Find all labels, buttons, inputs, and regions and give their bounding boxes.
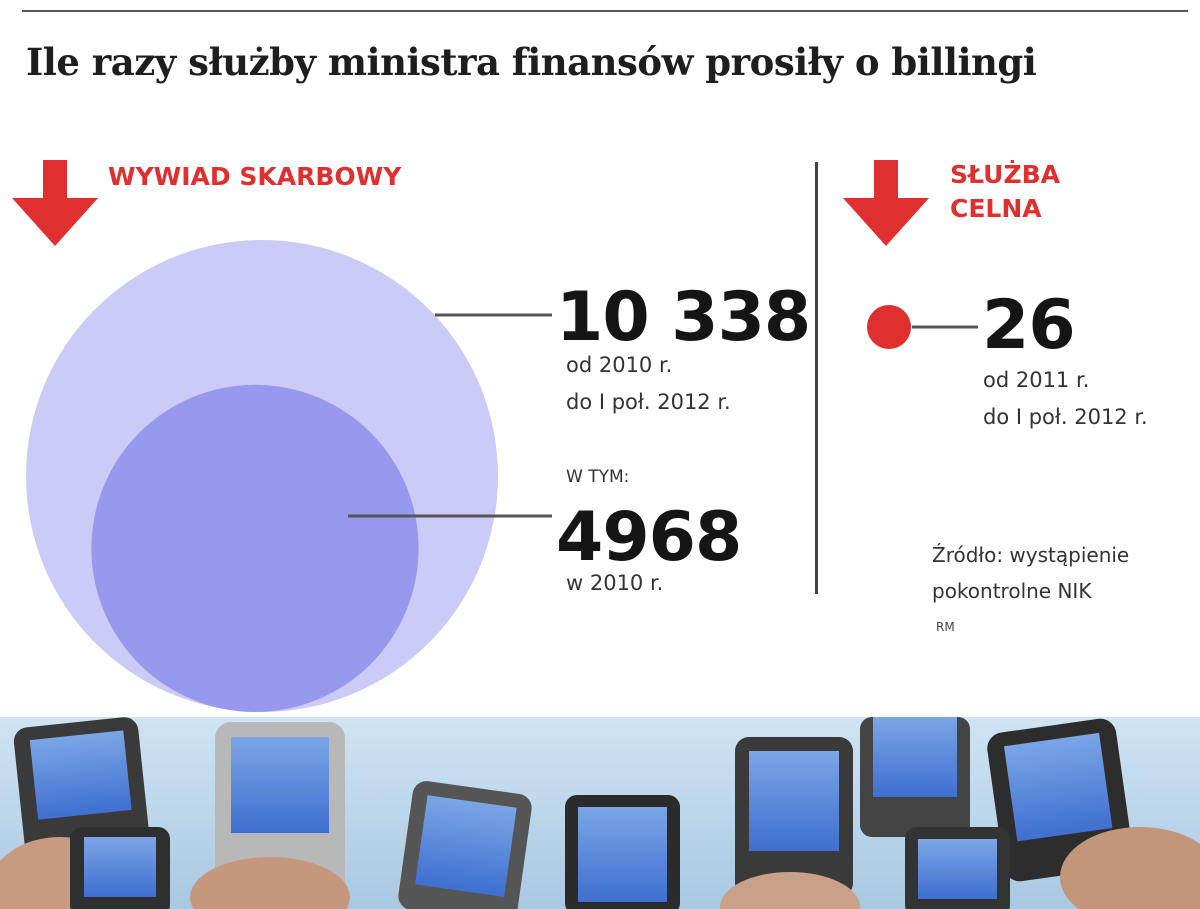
section-label-celna-line2: CELNA [950,194,1042,223]
period-celna-total: od 2011 r. do I poł. 2012 r. [983,362,1148,436]
phone-image [70,827,170,909]
value-celna-total: 26 [982,286,1076,365]
source-line1: Źródło: wystąpienie [932,543,1130,567]
phone-image [565,795,680,909]
phone-image [905,827,1010,909]
bubble-celna-total [867,305,911,349]
author-initials: RM [936,620,955,634]
source-line2: pokontrolne NIK [932,579,1092,603]
period-wywiad-total: od 2010 r. do I poł. 2012 r. [566,347,731,421]
phone-image [860,717,970,837]
period-wywiad-total-line1: od 2010 r. [566,353,673,377]
arrow-down-icon [12,160,98,246]
section-label-celna-line1: SŁUŻBA [950,160,1060,189]
section-divider [815,162,818,594]
phone-image [398,781,532,909]
period-celna-total-line2: do I poł. 2012 r. [983,405,1148,429]
section-label-celna: SŁUŻBA CELNA [950,158,1060,226]
value-wywiad-total: 10 338 [556,278,811,357]
source-note: Źródło: wystąpienie pokontrolne NIK [932,537,1129,609]
arrow-down-icon [843,160,929,246]
chart-title: Ile razy służby ministra finansów prosił… [26,40,1037,84]
section-label-wywiad: WYWIAD SKARBOWY [108,162,402,191]
phone-image [987,718,1200,909]
phone-image [190,722,350,909]
subset-intro: W TYM: [566,467,630,487]
bubble-wywiad-2010 [91,384,419,712]
period-celna-total-line1: od 2011 r. [983,368,1090,392]
bubble-chart [26,240,978,712]
phone-image [720,737,860,909]
period-wywiad-2010: w 2010 r. [566,571,664,595]
period-wywiad-total-line2: do I poł. 2012 r. [566,390,731,414]
top-rule [22,10,1188,12]
value-wywiad-2010: 4968 [556,498,742,577]
phones-photo [0,717,1200,909]
